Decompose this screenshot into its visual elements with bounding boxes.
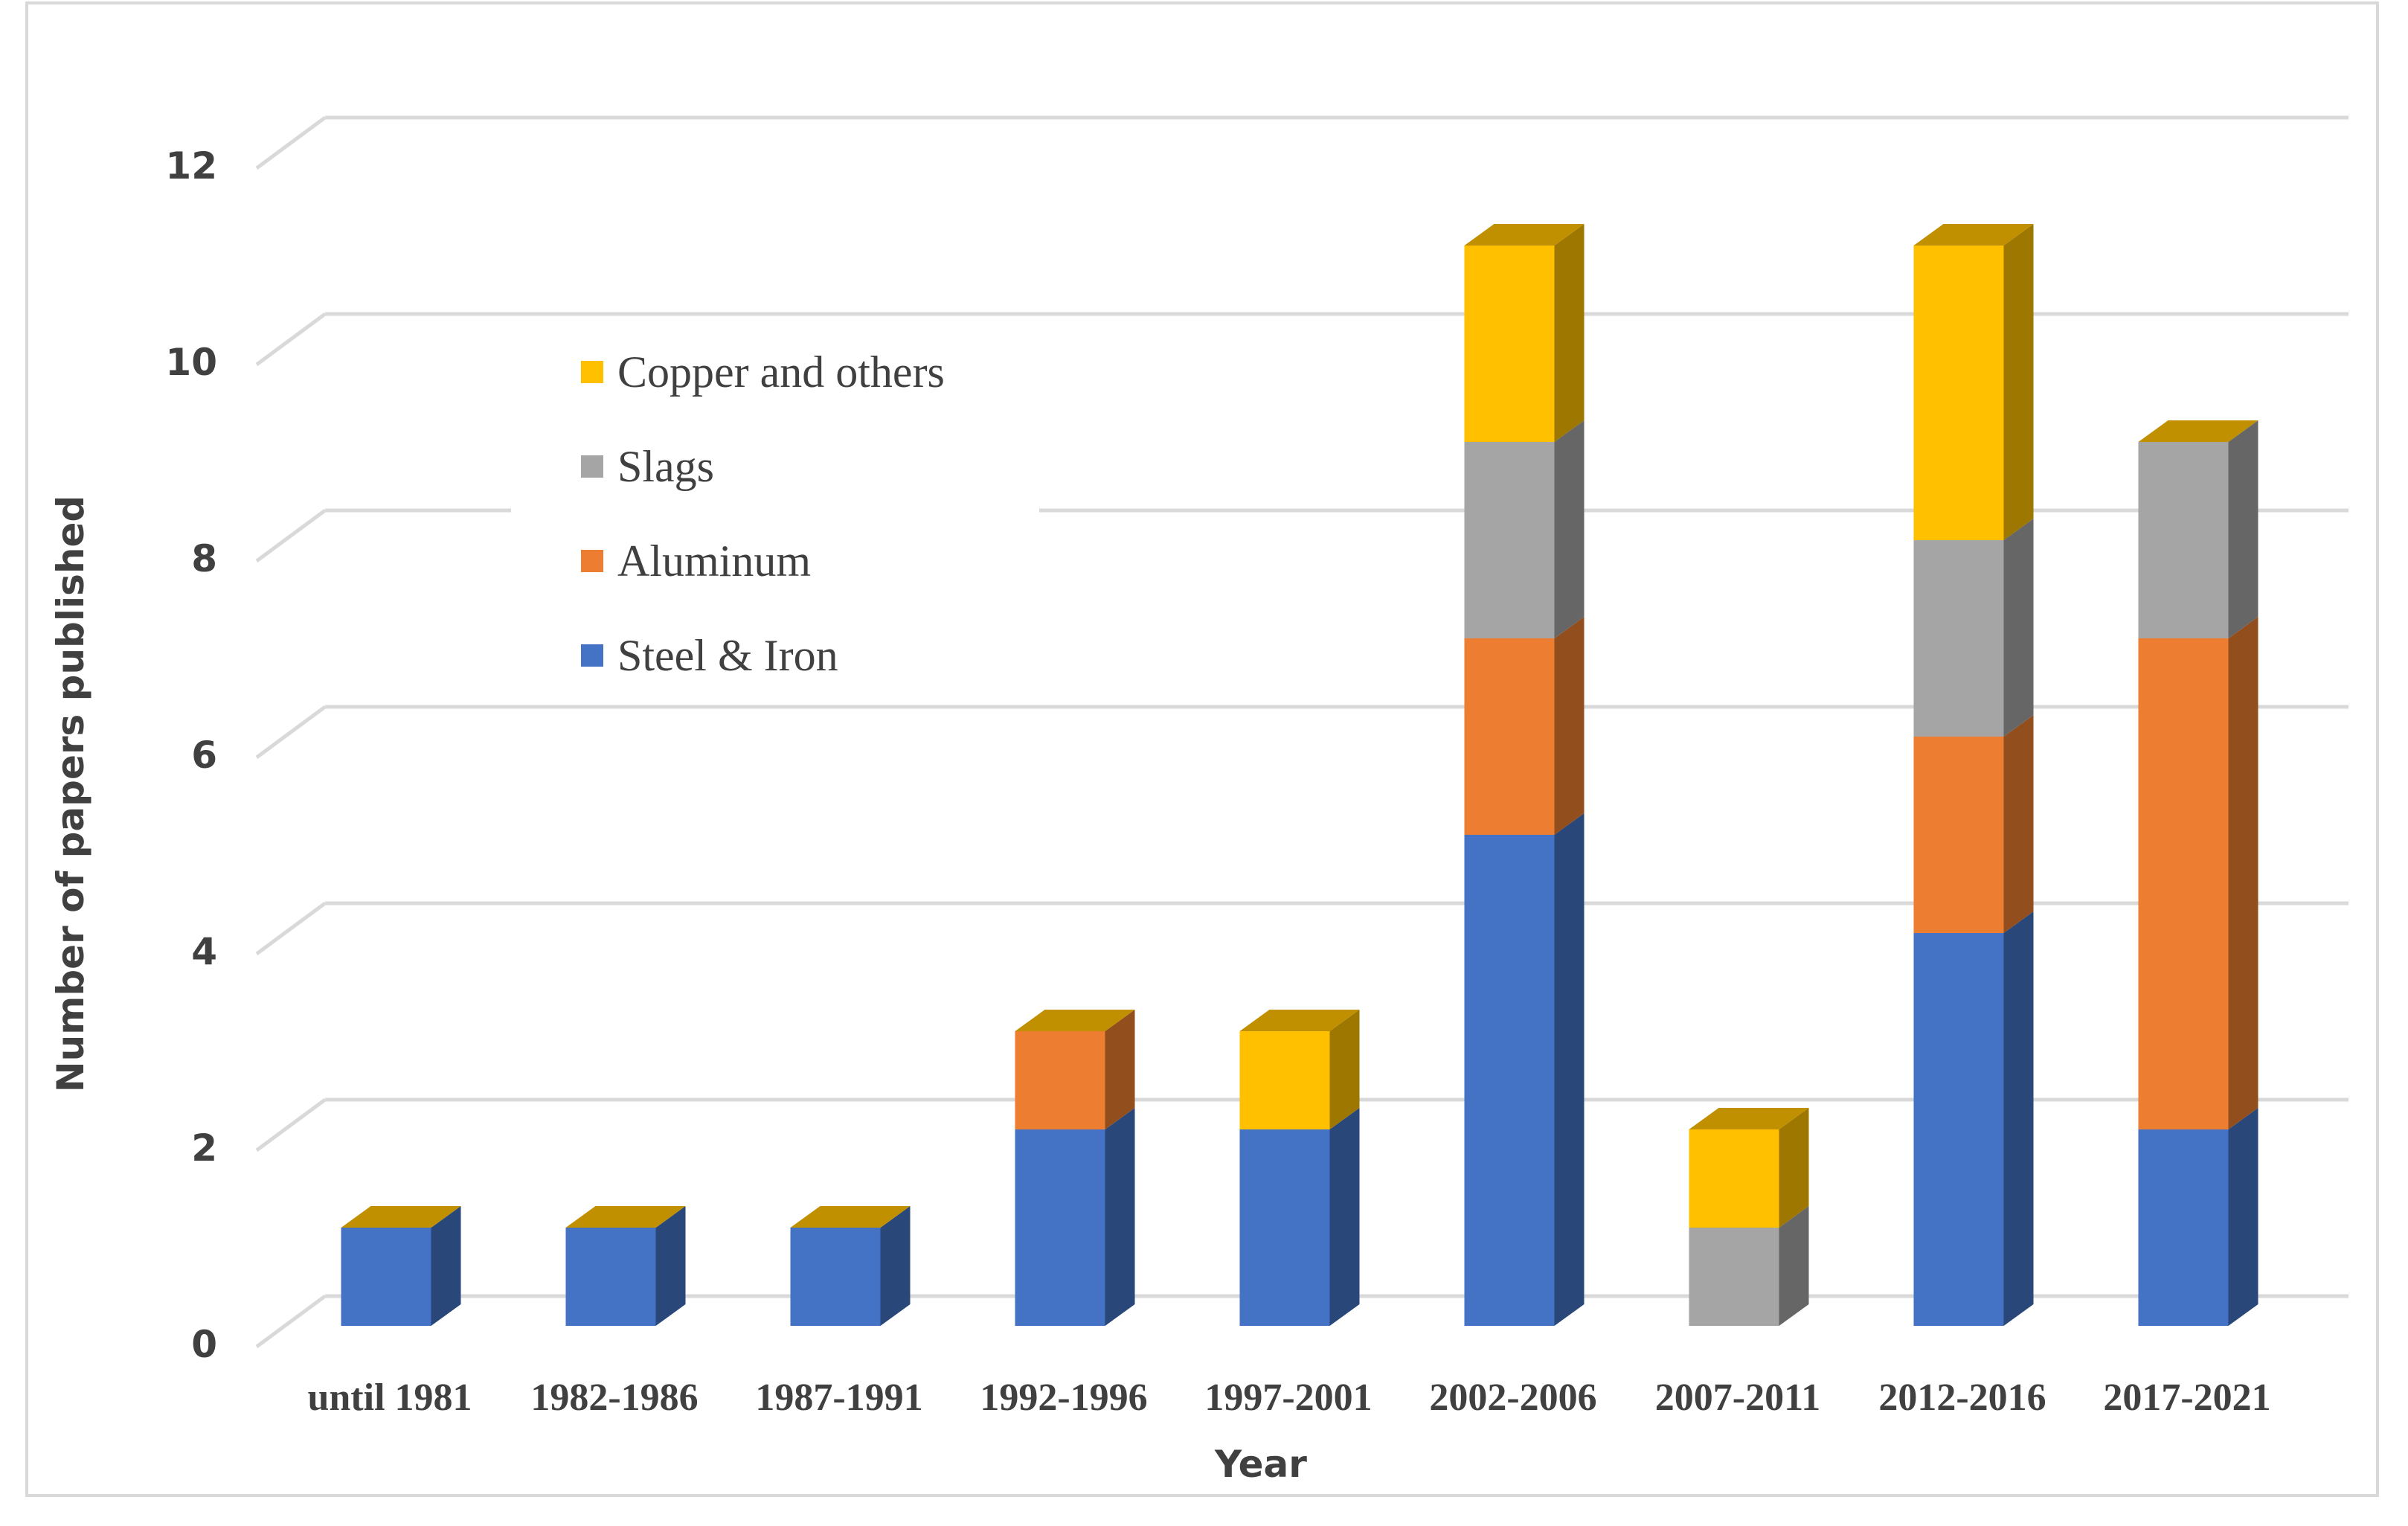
bar-segment bbox=[1913, 519, 2034, 737]
bar-segment bbox=[565, 1206, 686, 1326]
bar-segment bbox=[1913, 911, 2034, 1326]
legend-label: Copper and others bbox=[617, 347, 945, 397]
bar-top bbox=[1689, 1108, 1809, 1129]
y-tick-label: 12 bbox=[165, 144, 217, 187]
y-tick-label: 2 bbox=[191, 1126, 217, 1170]
bar-segment bbox=[341, 1206, 461, 1326]
bar-segment bbox=[2138, 617, 2258, 1129]
x-tick-label: 2007-2011 bbox=[1655, 1376, 1820, 1419]
bar-top bbox=[1015, 1010, 1135, 1031]
bars bbox=[341, 224, 2258, 1326]
x-tick-label: 1982-1986 bbox=[530, 1376, 698, 1419]
bar-segment bbox=[1015, 1010, 1135, 1129]
bar-segment bbox=[1913, 715, 2034, 933]
legend-label: Slags bbox=[617, 442, 714, 491]
x-axis-ticks: until 1981 1982-1986 1987-1991 1992-1996 199… bbox=[307, 1376, 2270, 1419]
bar-segment bbox=[1464, 813, 1585, 1326]
legend: Copper and others Slags Aluminum Steel & Ir… bbox=[511, 327, 1039, 703]
bar-segment bbox=[1464, 224, 1585, 442]
x-tick-label: 1997-2001 bbox=[1204, 1376, 1372, 1419]
legend-swatch bbox=[581, 644, 603, 667]
x-tick-label: until 1981 bbox=[307, 1376, 472, 1419]
x-tick-label: 2012-2016 bbox=[1878, 1376, 2046, 1419]
bar-segment bbox=[1464, 617, 1585, 835]
bar-segment bbox=[1015, 1108, 1135, 1326]
bar-segment bbox=[1239, 1108, 1360, 1326]
x-tick-label: 2017-2021 bbox=[2103, 1376, 2270, 1419]
bar-segment bbox=[1913, 224, 2034, 540]
y-axis-ticks: 0 2 4 6 8 10 12 bbox=[165, 144, 217, 1366]
legend-swatch bbox=[581, 455, 603, 478]
gridline bbox=[255, 115, 2348, 170]
bar-segment bbox=[1464, 420, 1585, 638]
legend-label: Steel & Iron bbox=[617, 631, 838, 680]
bar-segment bbox=[1689, 1108, 1809, 1228]
y-axis-title: Number of papers published bbox=[49, 496, 92, 1092]
bar-top bbox=[565, 1206, 686, 1228]
x-tick-label: 1992-1996 bbox=[980, 1376, 1147, 1419]
bar-top bbox=[1913, 224, 2034, 246]
bar-segment bbox=[1689, 1206, 1809, 1326]
x-tick-label: 2002-2006 bbox=[1429, 1376, 1596, 1419]
bar-top bbox=[2138, 420, 2258, 442]
x-tick-label: 1987-1991 bbox=[755, 1376, 922, 1419]
bar-segment bbox=[2138, 1108, 2258, 1326]
y-tick-label: 6 bbox=[191, 734, 217, 777]
y-tick-label: 4 bbox=[191, 930, 217, 973]
legend-box bbox=[511, 327, 1039, 703]
y-tick-label: 10 bbox=[165, 341, 217, 384]
bar-top bbox=[341, 1206, 461, 1228]
bar-top bbox=[1464, 224, 1585, 246]
y-tick-label: 8 bbox=[191, 537, 217, 580]
y-tick-label: 0 bbox=[191, 1323, 217, 1366]
x-axis-title: Year bbox=[1214, 1443, 1307, 1486]
bar-segment bbox=[1239, 1010, 1360, 1129]
bar-segment bbox=[2138, 420, 2258, 638]
bar-segment bbox=[790, 1206, 911, 1326]
legend-swatch bbox=[581, 361, 603, 383]
legend-swatch bbox=[581, 550, 603, 572]
legend-label: Aluminum bbox=[617, 536, 811, 586]
bar-top bbox=[1239, 1010, 1360, 1031]
bar-top bbox=[790, 1206, 911, 1228]
